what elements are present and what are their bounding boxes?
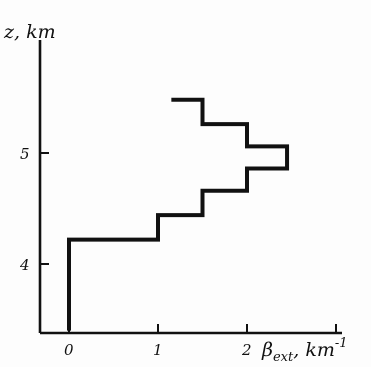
y-tick-label-4: 4	[19, 256, 30, 274]
x-axis-label-subscript: ext	[273, 350, 294, 365]
y-tick-label-5: 5	[20, 145, 30, 163]
extinction-profile-line-0	[67, 97, 290, 331]
x-tick-label-0: 0	[64, 341, 74, 359]
x-axis-label-unit: , km	[293, 339, 335, 361]
axes	[38, 40, 342, 335]
x-tick-label-2: 2	[241, 341, 252, 359]
plot-area	[67, 97, 290, 331]
x-tick-label-1: 1	[153, 341, 163, 359]
x-axis-label-superscript: -1	[335, 336, 348, 351]
ticks: 0 1 2 4 5	[19, 145, 337, 359]
x-axis-label-symbol: β	[261, 339, 273, 361]
x-axis-label: βext, km-1	[261, 336, 348, 365]
y-axis-label: z, km	[3, 21, 56, 43]
